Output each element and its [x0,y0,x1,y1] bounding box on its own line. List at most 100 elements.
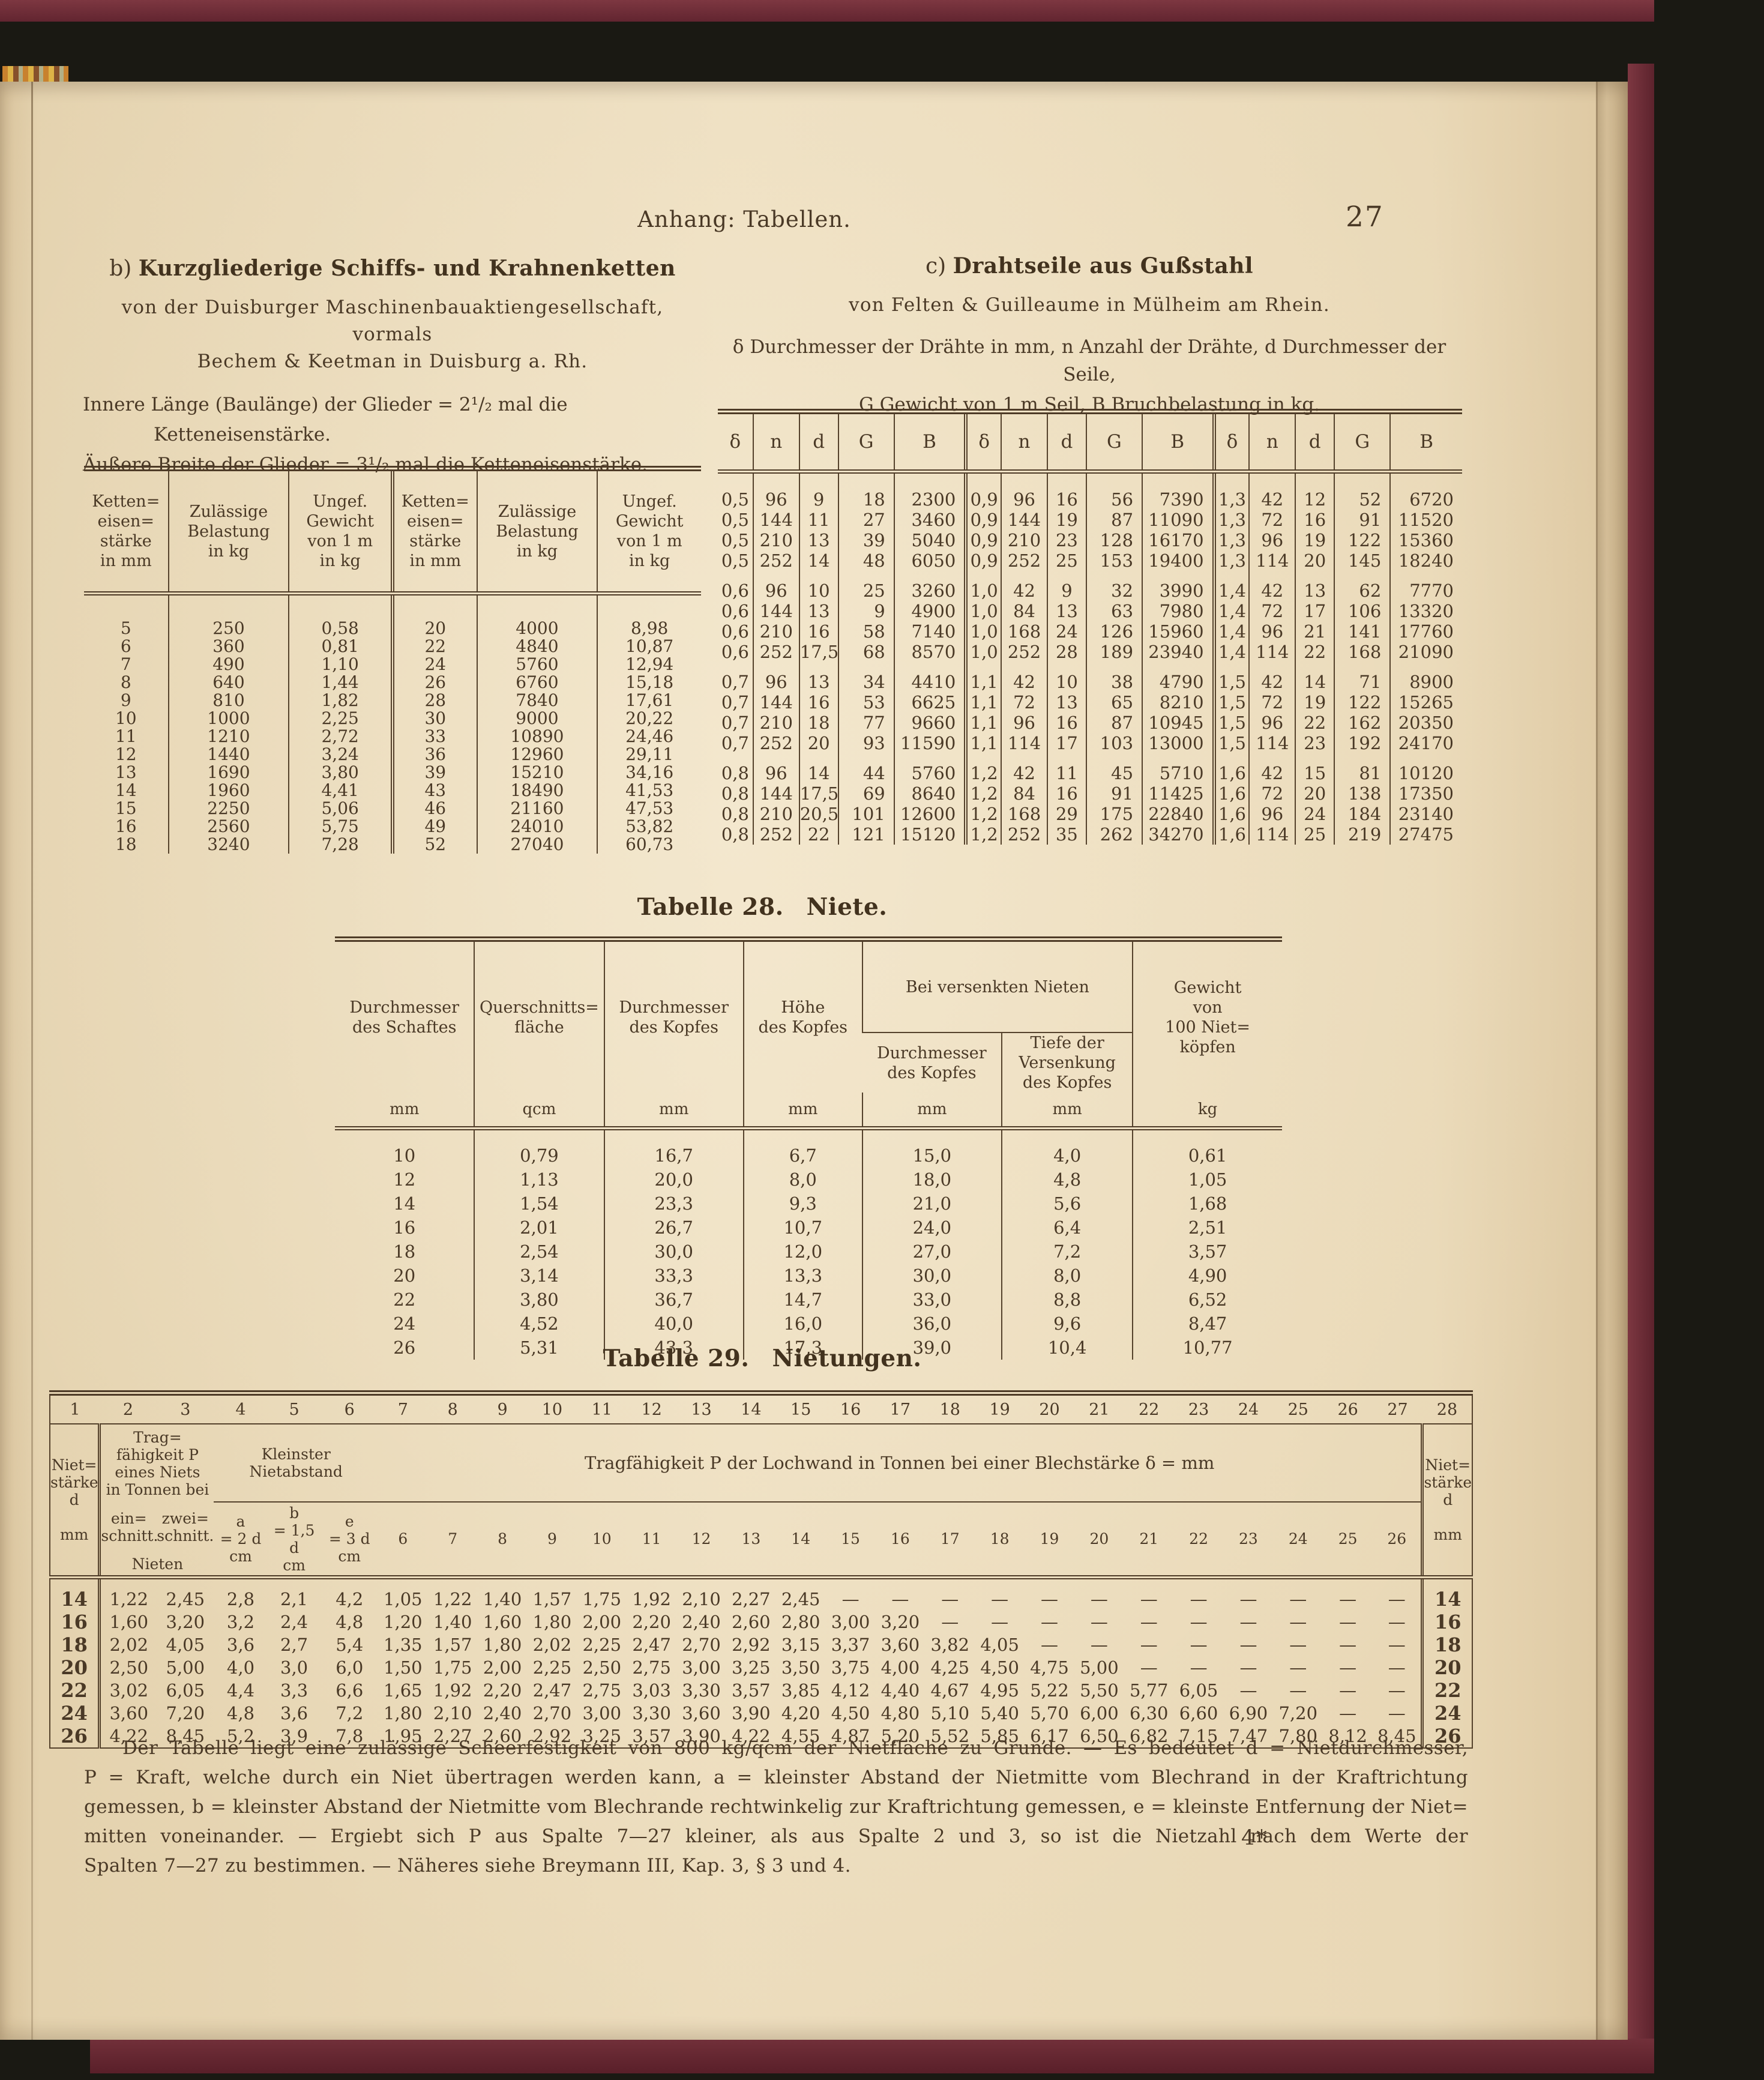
table-cell: 17 [1047,733,1086,753]
table-cell: 8,45 [166,1726,205,1746]
table-cell: 168 [1001,804,1048,824]
table-cell: 6,82 [1129,1726,1169,1746]
table-cell: 21160 [476,800,598,818]
table-cell: 3,30 [632,1703,671,1723]
table-cell: 4,80 [880,1703,920,1723]
table-cell: 96 [1248,804,1296,824]
table-cell: 15 [115,798,137,818]
table-cell: 11 [577,1393,627,1424]
table-cell: 1,2 [964,824,1002,845]
table-cell: 87 [1085,713,1143,733]
table-cell: 1,3 [1212,530,1250,550]
table-cell: 7,80 [1278,1726,1318,1746]
table-cell: 1,2 [964,783,1002,804]
column-header: Durchmesser des Kopfes [603,939,744,1093]
table-cell: 8640 [893,783,966,804]
table-cell: 19 [1295,692,1335,713]
table-cell: 8,45 [1377,1726,1416,1746]
column-header: Nieten [99,1552,214,1579]
table-cell: 34,16 [597,764,701,782]
table-cell: 3,2 [226,1612,255,1632]
table-cell: 14 [61,1588,88,1611]
table-cell: 96 [1248,713,1296,733]
table-cell: 4,55 [781,1726,820,1746]
table-cell: 10,7 [742,1216,862,1240]
table28-title-label: Tabelle 28. [637,893,784,921]
table-cell: 5,40 [980,1703,1019,1723]
table-cell: — [1239,1657,1257,1678]
table-cell: 3,03 [632,1680,671,1701]
table-cell: 24 [393,1313,416,1334]
column-header: Ungef. Gewicht von 1 m in kg [288,468,393,595]
table-cell: 4900 [893,601,966,621]
table-cell: 3260 [893,571,966,601]
table-cell: 5,52 [930,1726,970,1746]
group-header: Trag= fähigkeit P eines Niets in Tonnen … [106,1428,209,1498]
table-cell: 3,57 [1132,1240,1282,1264]
table-cell: 1,6 [1212,783,1250,804]
table-cell: 15,18 [597,674,701,692]
table-cell: 2 [99,1393,157,1424]
group-header: Bei versenkten Nieten [861,939,1133,1033]
table-cell: 20 [393,1265,416,1286]
table-row: 20 3,14 33,3 13,3 30,0 8,0 4,90 [335,1264,1282,1288]
table-cell: — [1041,1612,1058,1632]
table-cell: 0,7 [721,713,749,733]
table-cell: 20 [1295,550,1335,571]
table-cell: 0,58 [288,593,393,638]
section-c-label: c) [925,254,947,279]
table-cell: 10 [527,1393,577,1424]
table-cell: 2,47 [532,1680,572,1701]
section-c-note-1: δ Durchmesser der Drähte in mm, n Anzahl… [732,336,1446,385]
table-cell: 2,10 [433,1703,472,1723]
table-cell: 101 [837,804,894,824]
table-cell: 1,5 [1212,692,1250,713]
table-cell: 8,98 [597,593,701,638]
table-cell: 18 [115,834,137,854]
table-cell: 4,8 [336,1612,364,1632]
table-cell: 33,3 [603,1264,744,1288]
table-cell: 3,60 [682,1703,721,1723]
table-cell: 96 [1001,713,1048,733]
table-cell: 18 [837,471,894,510]
table-cell: 14 [393,1193,416,1214]
table-cell: — [1190,1589,1208,1609]
table-cell: 16170 [1142,530,1214,550]
table-cell: 41,53 [597,782,701,800]
table-cell: 42 [1248,471,1296,510]
table-row: 0,6 96 10 25 3260 1,0 42 9 32 3990 1,4 42 13 62 7770 [718,571,1462,601]
table-cell: 6,00 [1080,1703,1119,1723]
table-cell: 27040 [476,836,598,854]
table-cell: 43 [391,782,477,800]
table-cell: n [752,411,799,474]
table-cell: — [1289,1589,1307,1609]
table-cell: 6 [378,1502,428,1579]
table-cell: 14 [1421,1577,1472,1611]
table-cell: 10 [115,708,137,728]
table-cell: 2,27 [433,1726,472,1746]
table-cell: 18 [975,1502,1025,1579]
table-cell: 91 [1085,783,1143,804]
section-c-title: Drahtseile aus Gußstahl [953,253,1254,279]
table-cell: 3,20 [880,1612,920,1632]
table-cell: 19400 [1142,550,1214,571]
table-cell: 16,7 [603,1128,744,1168]
column-header: e = 3 d cm [321,1502,378,1579]
table-row: 0,6 252 17,5 68 8570 1,0 252 28 189 23940 1,4 114 22… [718,642,1462,662]
table-cell: 114 [1248,733,1296,753]
table-row: 12 1,13 20,0 8,0 18,0 4,8 1,05 [335,1168,1282,1192]
table-cell: 22 [1124,1393,1174,1424]
table-cell: kg [1132,1093,1282,1130]
table-cell: 24010 [476,818,598,836]
table-cell: 4,20 [781,1703,820,1723]
table-cell: 0,8 [721,763,749,783]
table-cell: 26 [391,674,477,692]
table-cell: 42 [1248,571,1296,601]
table-cell: 6,30 [1129,1703,1169,1723]
table-cell: δ [964,411,1002,474]
table-cell: 16 [798,692,838,713]
table-cell: 13 [798,601,838,621]
table-cell: 1,57 [433,1635,472,1655]
table-cell: 8,0 [1001,1264,1133,1288]
